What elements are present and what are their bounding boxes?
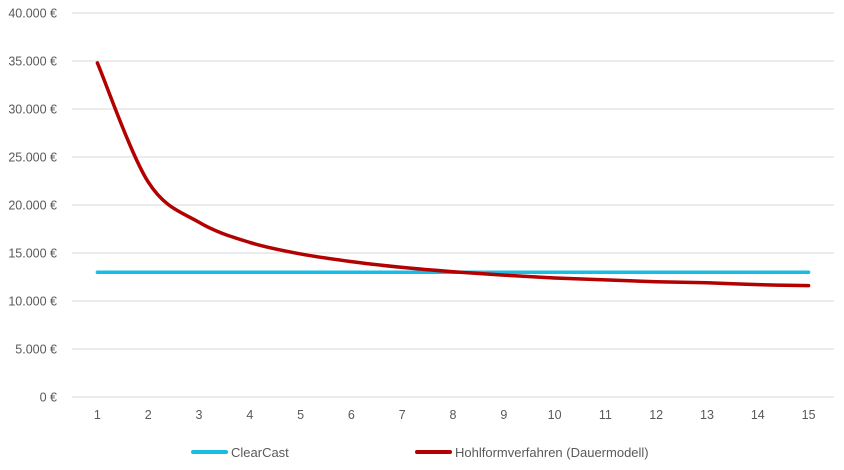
gridlines xyxy=(72,12,834,398)
legend-label-clearcast: ClearCast xyxy=(231,445,289,460)
x-tick-label: 3 xyxy=(196,408,203,422)
x-tick-label: 7 xyxy=(399,408,406,422)
x-tick-label: 12 xyxy=(649,408,663,422)
y-tick-label: 20.000 € xyxy=(8,199,57,213)
legend-item-hohlformverfahren: Hohlformverfahren (Dauermodell) xyxy=(415,445,649,460)
x-tick-label: 15 xyxy=(802,408,816,422)
x-axis-tick-labels: 1 2 3 4 5 6 7 8 9 10 11 12 13 14 15 xyxy=(94,408,816,422)
series-lines xyxy=(95,61,811,288)
x-tick-label: 1 xyxy=(94,408,101,422)
series-line-hohlformverfahren xyxy=(95,61,811,288)
y-tick-label: 15.000 € xyxy=(8,247,57,261)
x-tick-label: 2 xyxy=(145,408,152,422)
y-tick-label: 35.000 € xyxy=(8,55,57,69)
y-tick-label: 5.000 € xyxy=(15,343,57,357)
x-tick-label: 4 xyxy=(246,408,253,422)
x-tick-label: 9 xyxy=(500,408,507,422)
legend-item-clearcast: ClearCast xyxy=(191,445,289,460)
y-tick-label: 25.000 € xyxy=(8,151,57,165)
x-tick-label: 14 xyxy=(751,408,765,422)
x-tick-label: 11 xyxy=(599,408,612,422)
legend: ClearCast Hohlformverfahren (Dauermodell… xyxy=(191,445,649,460)
x-tick-label: 8 xyxy=(450,408,457,422)
y-tick-label: 0 € xyxy=(40,391,57,405)
x-tick-label: 10 xyxy=(548,408,562,422)
legend-label-hohlformverfahren: Hohlformverfahren (Dauermodell) xyxy=(455,445,649,460)
y-axis-tick-labels: 0 € 5.000 € 10.000 € 15.000 € 20.000 € 25.000… xyxy=(8,7,57,405)
x-tick-label: 6 xyxy=(348,408,355,422)
x-tick-label: 5 xyxy=(297,408,304,422)
y-tick-label: 30.000 € xyxy=(8,103,57,117)
y-tick-label: 40.000 € xyxy=(8,7,57,21)
y-tick-label: 10.000 € xyxy=(8,295,57,309)
x-tick-label: 13 xyxy=(700,408,714,422)
